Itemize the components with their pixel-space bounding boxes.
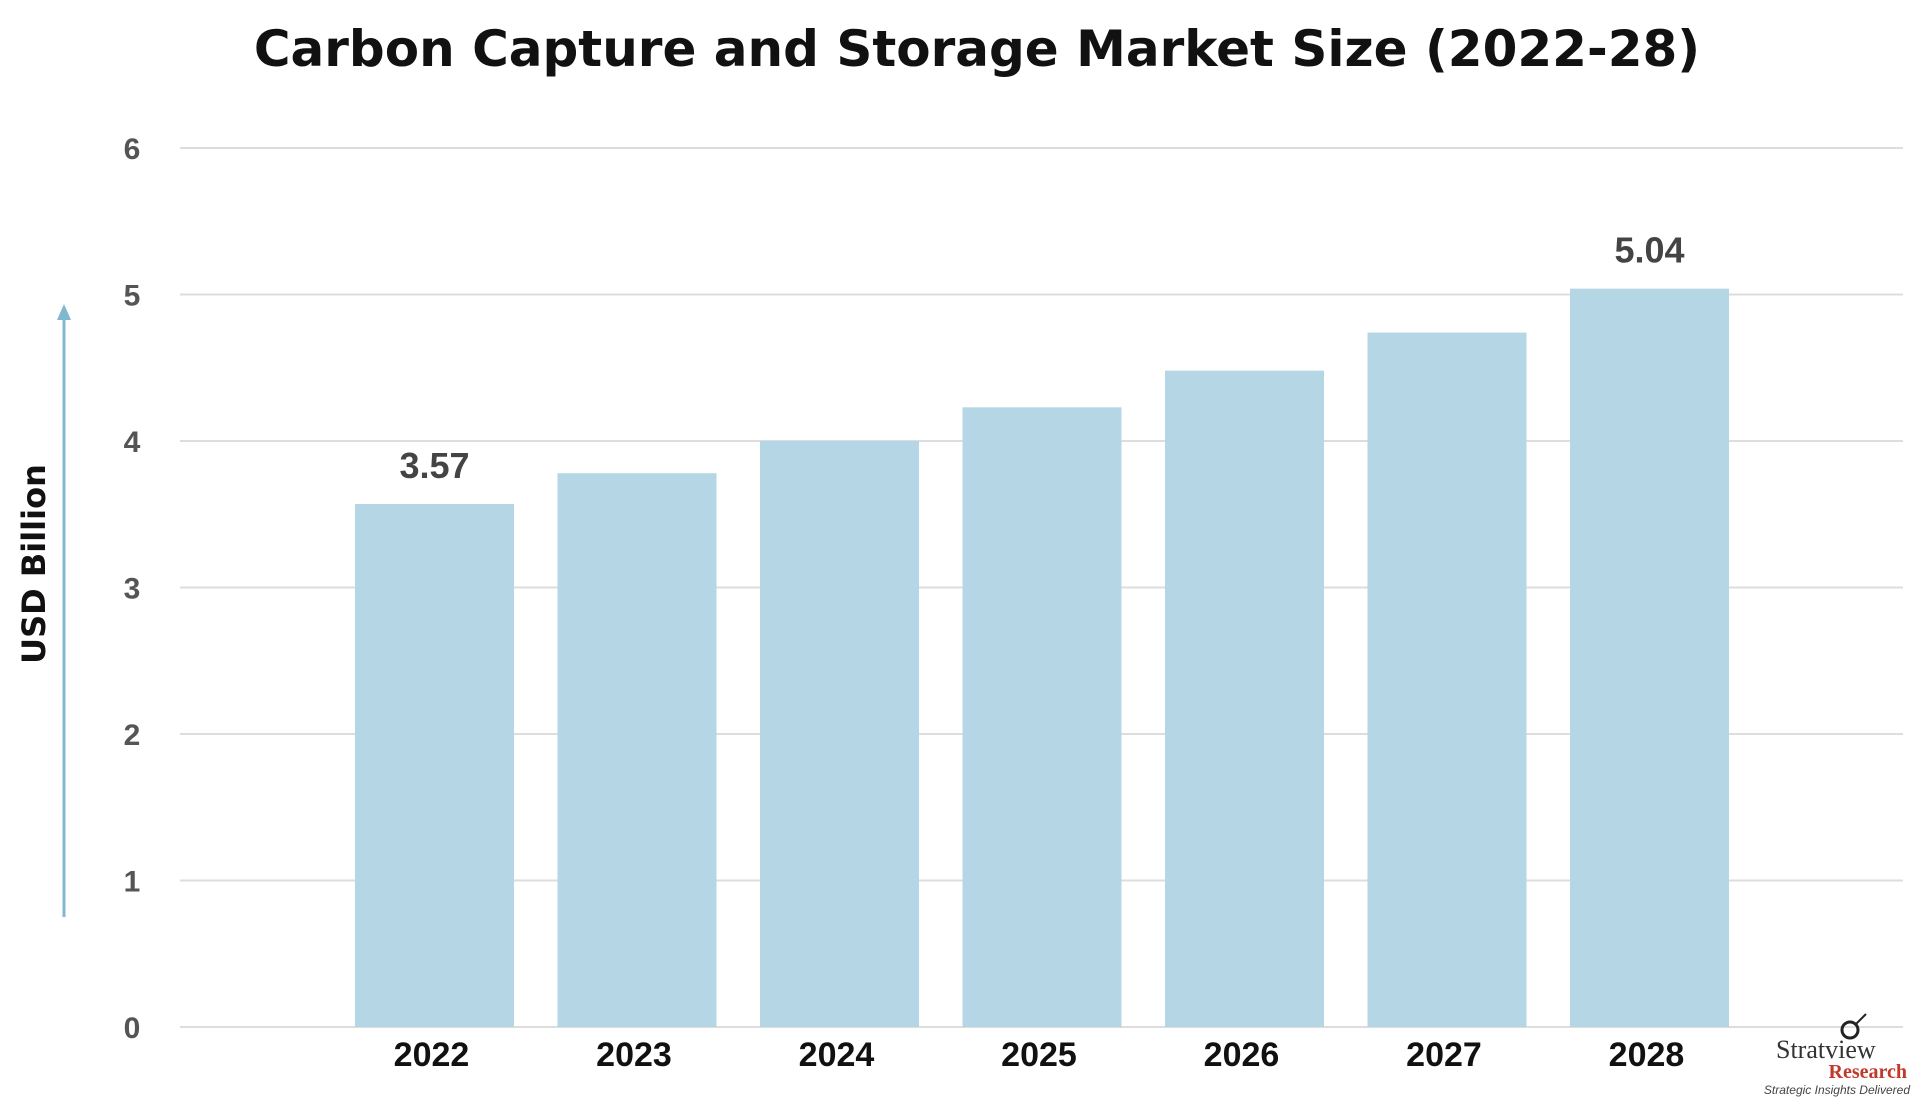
logo-sub: Research [1829,1061,1908,1083]
y-axis-label: USD Billion [15,464,53,664]
magnifier-arrow [1854,1013,1867,1026]
bars [355,288,1729,1028]
x-tick-label: 2025 [1001,1036,1077,1074]
bar-2026 [1165,370,1324,1027]
bar-2024 [760,441,919,1027]
x-tick-label: 2022 [394,1036,470,1074]
y-tick-label: 3 [124,573,141,606]
x-tick-label: 2027 [1406,1036,1482,1074]
y-tick-label: 5 [124,280,141,313]
x-tick-label: 2024 [799,1036,875,1074]
bar-2027 [1367,332,1527,1028]
y-tick-label: 1 [124,866,141,899]
data-label-2028: 5.04 [1614,230,1684,271]
y-tick-label: 2 [124,719,141,752]
bar-2025 [962,407,1122,1027]
stratview-logo: Stratview Research Strategic Insights De… [1764,1013,1910,1097]
y-tick-label: 0 [124,1012,141,1045]
x-tick-label: 2028 [1609,1036,1685,1074]
x-tick-label: 2026 [1204,1036,1280,1074]
chart-title: Carbon Capture and Storage Market Size (… [254,20,1700,78]
y-tick-label: 6 [124,133,141,166]
arrow-up-icon [57,304,71,320]
logo-tagline: Strategic Insights Delivered [1764,1083,1910,1097]
bar-2028 [1570,288,1729,1027]
bar-2023 [557,473,717,1028]
data-label-2022: 3.57 [399,445,469,486]
y-tick-label: 4 [124,426,141,459]
x-tick-labels: 2022 2023 2024 2025 2026 2027 2028 [394,1036,1685,1074]
x-tick-label: 2023 [596,1036,672,1074]
data-labels: 3.57 5.04 [399,230,1684,486]
bar-2022 [355,503,514,1027]
logo-name: Stratview [1776,1035,1876,1064]
y-tick-labels: 0 1 2 3 4 5 6 [124,133,141,1045]
magnifier-icon [1840,1020,1860,1040]
